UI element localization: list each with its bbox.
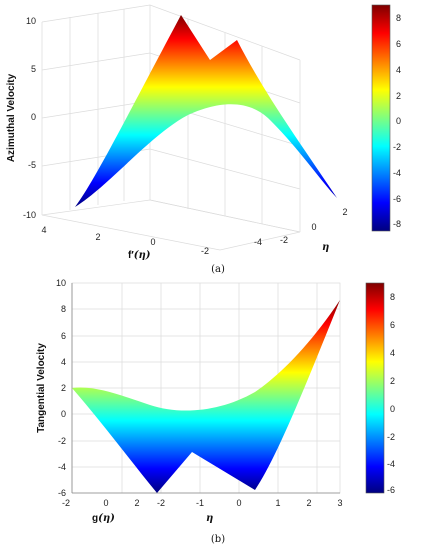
panel-a-x-label: f′(η) [128,250,151,261]
z-tick-b-3: 4 [61,357,66,367]
cbar-tick-b-4: 0 [390,404,395,414]
z-tick-a-4: -10 [23,210,36,220]
x-tick-b-4: 2 [306,498,311,508]
cbar-tick-a-6: -4 [393,168,401,178]
cbar-tick-b-5: -2 [387,432,395,442]
x-label-a-prefix: f [128,250,132,261]
z-tick-b-8: -6 [58,488,66,498]
panel-b-x-label: g(η) [92,513,115,524]
x-tick-b-lower-2: 2 [134,498,139,508]
cbar-tick-a-2: 4 [396,65,401,75]
panel-b-colorbar: 8 6 4 2 0 -2 -4 -6 [365,282,395,495]
panel-a-z-ticks: 10 5 0 -5 -10 [23,16,36,220]
panel-a: 10 5 0 -5 -10 4 2 0 -2 -4 -2 0 2 Azimuth… [6,4,401,275]
x-tick-a-2: 0 [150,237,155,247]
cbar-tick-a-1: 6 [396,39,401,49]
z-tick-a-1: 5 [31,64,36,74]
cbar-tick-a-5: -2 [393,142,401,152]
z-tick-b-7: -4 [58,462,66,472]
panel-a-caption: (a) [211,264,225,275]
cbar-tick-b-6: -4 [387,459,395,469]
x-tick-a-3: -2 [201,246,209,256]
cbar-tick-b-3: 2 [390,376,395,386]
cbar-tick-a-4: 0 [396,116,401,126]
panel-a-z-label: Azimuthal Velocity [6,73,17,162]
x-tick-a-1: 2 [95,232,100,242]
panel-b-z-label: Tangential Velocity [36,343,47,433]
z-tick-b-2: 6 [61,331,66,341]
x-tick-b-3: 1 [275,498,280,508]
z-tick-a-3: -5 [28,160,36,170]
x-tick-a-4: -4 [254,237,262,247]
cbar-tick-b-1: 6 [390,320,395,330]
z-tick-a-0: 10 [26,16,36,26]
z-tick-a-2: 0 [31,112,36,122]
z-tick-b-5: 0 [61,409,66,419]
y-tick-a-0: -2 [280,235,288,245]
panel-a-colorbar: 8 6 4 2 0 -2 -4 -6 -8 [371,4,401,232]
z-tick-b-0: 10 [56,278,66,288]
cbar-tick-a-8: -8 [393,219,401,229]
cbar-tick-b-7: -6 [387,485,395,495]
colorbar-a-bar [371,4,391,232]
x-tick-b-5: 3 [337,498,342,508]
cbar-tick-b-2: 4 [390,348,395,358]
x-label-b-arg: (η) [98,513,115,524]
cbar-tick-a-7: -6 [393,194,401,204]
colorbar-b-bar [365,282,385,494]
x-label-b-prefix: g [92,513,98,524]
panel-a-y-ticks: -2 0 2 [280,207,348,245]
panel-b-x-ticks: -2 -1 0 1 2 3 -2 0 2 [62,498,343,508]
x-label-a-arg: (η) [134,250,151,261]
x-label-a-prime: ′ [131,250,134,261]
panel-b-surface [72,300,340,493]
cbar-tick-a-0: 8 [396,13,401,23]
panel-b-grid [71,282,341,494]
panel-a-y-label: η [322,242,329,253]
panel-a-x-ticks: 4 2 0 -2 -4 [41,225,262,256]
x-tick-b-0: -2 [157,498,165,508]
y-tick-a-1: 0 [311,222,316,232]
z-tick-b-6: -2 [58,436,66,446]
x-tick-b-lower-0: -2 [62,498,70,508]
panel-a-surface [75,15,337,207]
x-tick-b-lower-1: 0 [103,498,108,508]
panel-b: 10 8 6 4 2 0 -2 -4 -6 -2 -1 0 1 2 3 -2 0… [36,278,395,545]
y-tick-a-2: 2 [342,207,347,217]
cbar-tick-a-3: 2 [396,91,401,101]
cbar-tick-b-0: 8 [390,292,395,302]
panel-b-y-label: η [206,513,213,524]
x-tick-b-1: -1 [196,498,204,508]
z-tick-b-4: 2 [61,383,66,393]
x-tick-b-2: 0 [236,498,241,508]
z-tick-b-1: 8 [61,304,66,314]
panel-b-caption: (b) [211,534,225,545]
panel-b-z-ticks: 10 8 6 4 2 0 -2 -4 -6 [56,278,66,498]
x-tick-a-0: 4 [41,225,46,235]
